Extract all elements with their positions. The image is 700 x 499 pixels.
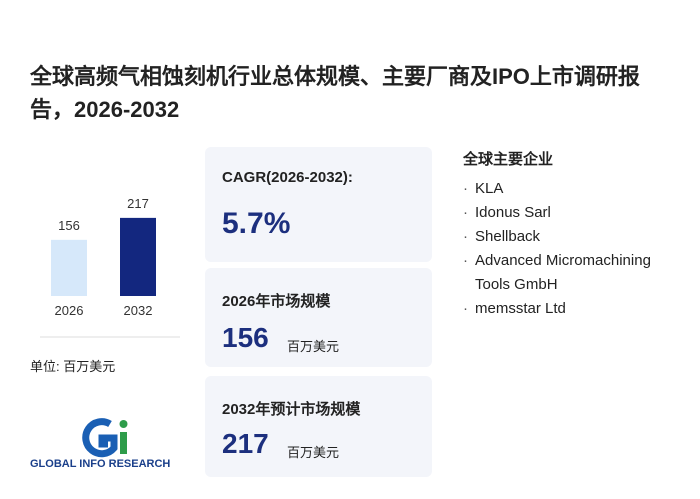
card: 2026年市场规模 156 百万美元 [205, 268, 432, 367]
card-label: CAGR(2026-2032): [222, 169, 353, 186]
card: 2032年预计市场规模 217 百万美元 [205, 376, 432, 477]
company: memsstar Ltd [475, 300, 566, 317]
bullet: · [463, 228, 468, 245]
x-tick-label: 2026 [55, 303, 84, 318]
company: KLA [475, 180, 504, 197]
bar [51, 239, 87, 296]
card-label: 2032年预计市场规模 [222, 401, 361, 418]
bar [120, 217, 156, 296]
company: Shellback [475, 228, 541, 245]
bullet: · [463, 180, 468, 197]
card-unit: 百万美元 [287, 445, 340, 460]
company: Tools GmbH [475, 276, 558, 293]
logo-text: GLOBAL INFO RESEARCH [30, 458, 171, 470]
company: Advanced Micromachining [475, 252, 651, 269]
card-unit: 百万美元 [287, 339, 340, 354]
bar-chart: 156 2026 217 2032 [40, 196, 180, 338]
card-value: 156 [222, 322, 269, 353]
logo-mark [82, 418, 128, 458]
card: CAGR(2026-2032): 5.7% [205, 147, 432, 262]
card-label: 2026年市场规模 [222, 293, 331, 310]
company: Idonus Sarl [475, 204, 551, 221]
card-value: 5.7% [222, 207, 291, 240]
unit-label: 单位: 百万美元 [30, 359, 116, 374]
bullet: · [463, 204, 468, 221]
x-tick-label: 2032 [124, 303, 153, 318]
bullet: · [463, 252, 468, 269]
value-label: 217 [127, 196, 149, 211]
card-value: 217 [222, 428, 269, 459]
value-label: 156 [58, 218, 80, 233]
bullet: · [463, 300, 468, 317]
title: 全球高频气相蚀刻机行业总体规模、主要厂商及IPO上市调研报告，2026-2032 [30, 64, 640, 122]
companies-heading: 全球主要企业 [463, 151, 554, 168]
